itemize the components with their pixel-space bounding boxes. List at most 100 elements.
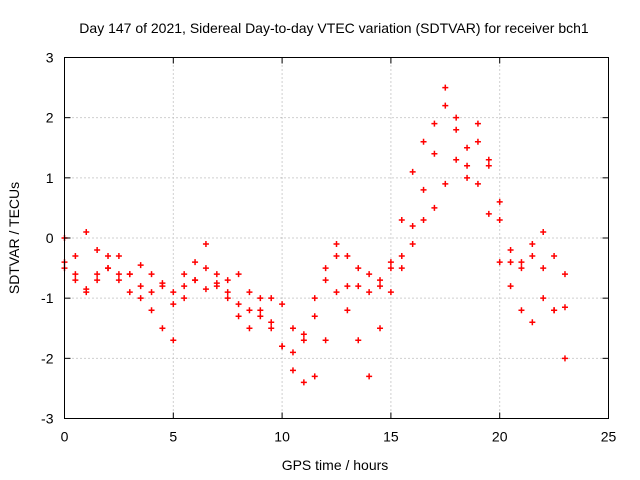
data-point: [355, 283, 362, 290]
data-point: [485, 156, 492, 163]
data-point: [529, 319, 536, 326]
data-point: [377, 325, 384, 332]
grid: [64, 57, 609, 419]
data-point: [137, 283, 144, 290]
y-tick-label: 2: [46, 110, 54, 126]
data-point: [289, 325, 296, 332]
data-point: [409, 222, 416, 229]
x-tick-label: 5: [169, 429, 177, 445]
data-point: [246, 289, 253, 296]
data-point: [518, 265, 525, 272]
data-point: [474, 120, 481, 127]
data-point: [322, 277, 329, 284]
data-point: [464, 162, 471, 169]
data-points: [61, 84, 568, 386]
data-point: [322, 265, 329, 272]
data-point: [529, 253, 536, 260]
data-point: [137, 262, 144, 269]
data-point: [94, 271, 101, 278]
y-tick-label: -2: [41, 350, 54, 366]
data-point: [311, 313, 318, 320]
data-point: [344, 253, 351, 260]
data-point: [72, 271, 79, 278]
y-tick-label: 1: [46, 170, 54, 186]
data-point: [279, 343, 286, 350]
data-point: [507, 283, 514, 290]
x-axis-label: GPS time / hours: [282, 457, 389, 473]
x-tick-label: 20: [492, 429, 508, 445]
data-point: [387, 259, 394, 266]
data-point: [300, 337, 307, 344]
data-point: [213, 283, 220, 290]
data-point: [485, 162, 492, 169]
data-point: [148, 307, 155, 314]
data-point: [181, 295, 188, 302]
data-point: [170, 289, 177, 296]
data-point: [94, 247, 101, 254]
series-track-b: [61, 84, 568, 380]
data-point: [148, 289, 155, 296]
data-point: [355, 265, 362, 272]
data-point: [126, 289, 133, 296]
data-point: [366, 289, 373, 296]
data-point: [366, 271, 373, 278]
data-point: [115, 277, 122, 284]
data-point: [496, 198, 503, 205]
data-point: [279, 301, 286, 308]
data-point: [453, 156, 460, 163]
data-point: [235, 271, 242, 278]
y-tick-label: -1: [41, 290, 54, 306]
data-point: [398, 265, 405, 272]
axis-ticks: 0 5 10 15 20 25 -3 -2 -1 0 1 2 3: [41, 50, 616, 445]
data-point: [170, 301, 177, 308]
data-point: [366, 373, 373, 380]
series-track-c: [61, 138, 568, 362]
data-point: [224, 295, 231, 302]
data-point: [496, 216, 503, 223]
data-point: [344, 307, 351, 314]
data-point: [431, 150, 438, 157]
y-axis-label: SDTVAR / TECUs: [6, 182, 22, 294]
data-point: [94, 277, 101, 284]
data-point: [213, 271, 220, 278]
data-point: [355, 337, 362, 344]
data-point: [289, 367, 296, 374]
data-point: [192, 277, 199, 284]
data-point: [551, 307, 558, 314]
data-point: [551, 253, 558, 260]
y-tick-label: 3: [46, 50, 54, 66]
data-point: [420, 138, 427, 145]
data-point: [540, 295, 547, 302]
data-point: [442, 180, 449, 187]
data-point: [540, 228, 547, 235]
data-point: [420, 216, 427, 223]
x-tick-label: 10: [274, 429, 290, 445]
data-point: [409, 168, 416, 175]
data-point: [181, 271, 188, 278]
data-point: [496, 259, 503, 266]
data-point: [453, 126, 460, 133]
data-point: [148, 271, 155, 278]
data-point: [333, 253, 340, 260]
data-point: [507, 247, 514, 254]
data-point: [485, 210, 492, 217]
chart-title: Day 147 of 2021, Sidereal Day-to-day VTE…: [79, 20, 589, 36]
data-point: [333, 241, 340, 248]
data-point: [431, 120, 438, 127]
data-point: [387, 265, 394, 272]
data-point: [72, 277, 79, 284]
data-point: [398, 216, 405, 223]
data-point: [300, 379, 307, 386]
data-point: [518, 307, 525, 314]
data-point: [257, 307, 264, 314]
data-point: [181, 283, 188, 290]
data-point: [420, 186, 427, 193]
data-point: [235, 313, 242, 320]
data-point: [115, 271, 122, 278]
data-point: [105, 253, 112, 260]
data-point: [540, 265, 547, 272]
data-point: [300, 331, 307, 338]
data-point: [311, 295, 318, 302]
data-point: [431, 204, 438, 211]
